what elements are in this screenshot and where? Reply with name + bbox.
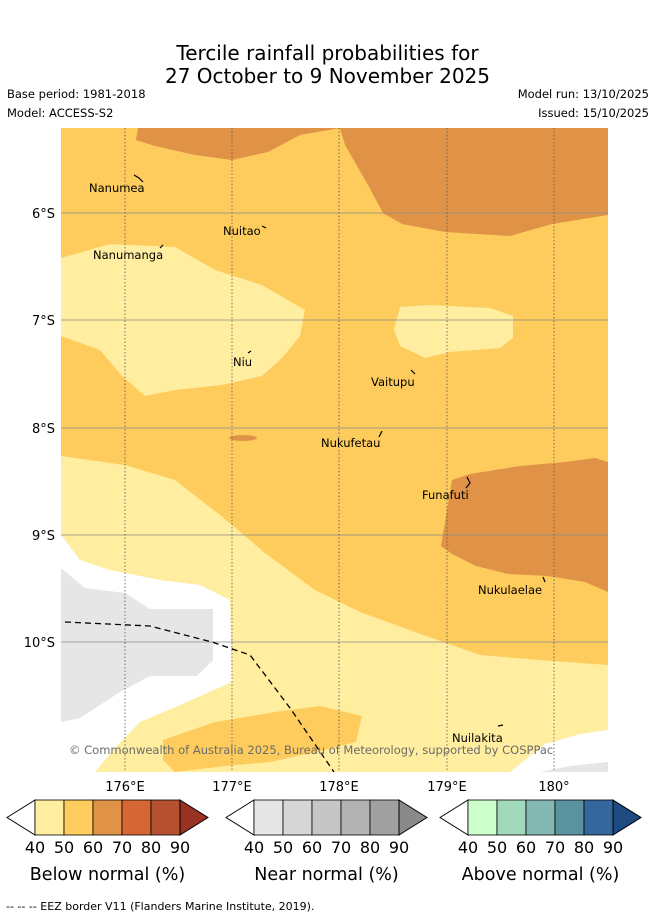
colorbar-1-segment bbox=[282, 799, 313, 836]
colorbar-1-tick-label: 40 bbox=[244, 838, 264, 857]
colorbar-2-segment bbox=[583, 799, 614, 836]
colorbar-2-segment bbox=[467, 799, 498, 836]
place-label-nuilakita: Nuilakita bbox=[452, 731, 503, 745]
colorbar-1-segment bbox=[340, 799, 371, 836]
colorbar-1-tick-label: 70 bbox=[331, 838, 351, 857]
eez-border-line bbox=[64, 621, 335, 772]
probability-field: Nanumea Nuitao Nanumanga Niu Vaitupu Nuk… bbox=[61, 128, 608, 772]
place-label-nanumanga: Nanumanga bbox=[93, 248, 163, 262]
below-40-50-east-blob bbox=[394, 305, 513, 358]
colorbar-1-tick-label: 80 bbox=[360, 838, 380, 857]
colorbar-1: 40 50 60 70 80 90 Near normal (%) bbox=[225, 799, 428, 885]
colorbar-0-under-triangle bbox=[6, 799, 36, 836]
near-40-50-sliver bbox=[540, 762, 608, 772]
island-vaitupu bbox=[410, 369, 416, 375]
lat-label-9s: 9°S bbox=[32, 529, 55, 544]
colorbar-1-over-triangle bbox=[398, 799, 428, 836]
place-label-nukulaelae: Nukulaelae bbox=[478, 583, 542, 597]
lon-label-176e: 176°E bbox=[105, 780, 145, 795]
island-nanumanga bbox=[159, 244, 164, 249]
colorbar-1-segment bbox=[311, 799, 342, 836]
colorbar-0-over-triangle bbox=[179, 799, 209, 836]
lat-axis-labels: 6°S 7°S 8°S 9°S 10°S bbox=[24, 207, 55, 651]
place-label-niu: Niu bbox=[233, 355, 252, 369]
colorbar-2-segment bbox=[525, 799, 556, 836]
colorbar-2-tick-label: 50 bbox=[487, 838, 507, 857]
colorbar-1-segment bbox=[253, 799, 284, 836]
eez-footnote: -- -- -- EEZ border V11 (Flanders Marine… bbox=[6, 900, 315, 913]
island-funafuti bbox=[465, 476, 471, 489]
colorbar-1-tick-label: 60 bbox=[302, 838, 322, 857]
lon-label-179e: 179°E bbox=[427, 780, 467, 795]
model-run: Model run: 13/10/2025 bbox=[517, 87, 649, 101]
colorbar-1-segment bbox=[369, 799, 400, 836]
island-nuitao bbox=[261, 225, 267, 229]
meridians bbox=[124, 128, 555, 772]
colorbar-1-tick-label: 50 bbox=[273, 838, 293, 857]
colorbar-1-tick-label: 90 bbox=[389, 838, 409, 857]
colorbar-0-segment bbox=[121, 799, 152, 836]
title-line-1: Tercile rainfall probabilities for bbox=[176, 41, 479, 65]
below-60-70-east bbox=[441, 458, 608, 592]
lon-label-180: 180° bbox=[538, 780, 569, 795]
colorbar-2: 40 50 60 70 80 90 Above normal (%) bbox=[439, 799, 642, 885]
colorbar-2-segment bbox=[554, 799, 585, 836]
lat-label-7s: 7°S bbox=[32, 314, 55, 329]
colorbar-0: 40 50 60 70 80 90 Below normal (%) bbox=[6, 799, 209, 885]
island-nanumea bbox=[133, 174, 144, 183]
colorbar-2-title: Above normal (%) bbox=[462, 865, 620, 885]
island-nukulaelae bbox=[542, 576, 546, 583]
colorbar-2-tick-label: 90 bbox=[603, 838, 623, 857]
place-label-nanumea: Nanumea bbox=[89, 181, 145, 195]
place-label-nuitao: Nuitao bbox=[223, 224, 261, 238]
colorbar-0-tick-label: 60 bbox=[83, 838, 103, 857]
colorbar-legends: 40 50 60 70 80 90 Below normal (%) 40 50 60 70 80 90… bbox=[6, 799, 642, 885]
place-label-vaitupu: Vaitupu bbox=[371, 375, 415, 389]
colorbar-0-segment bbox=[150, 799, 181, 836]
below-60-70-north bbox=[136, 128, 608, 236]
colorbar-2-over-triangle bbox=[612, 799, 642, 836]
copyright-notice: © Commonwealth of Australia 2025, Bureau… bbox=[69, 743, 553, 757]
colorbar-0-segment bbox=[63, 799, 94, 836]
colorbar-0-tick-label: 40 bbox=[25, 838, 45, 857]
island-nuilakita bbox=[497, 724, 504, 727]
lon-axis-labels: 176°E 177°E 178°E 179°E 180° bbox=[105, 780, 569, 795]
colorbar-2-segment bbox=[496, 799, 527, 836]
near-40-50-region bbox=[61, 568, 213, 722]
lat-label-10s: 10°S bbox=[24, 636, 55, 651]
lon-label-177e: 177°E bbox=[212, 780, 252, 795]
graticule bbox=[61, 212, 608, 643]
colorbar-2-tick-label: 70 bbox=[545, 838, 565, 857]
colorbar-2-tick-label: 60 bbox=[516, 838, 536, 857]
colorbar-0-tick-label: 90 bbox=[170, 838, 190, 857]
island-nukufetau bbox=[378, 430, 383, 438]
colorbar-2-under-triangle bbox=[439, 799, 469, 836]
model-name: Model: ACCESS-S2 bbox=[7, 106, 114, 120]
lat-label-8s: 8°S bbox=[32, 422, 55, 437]
colorbar-0-segment bbox=[92, 799, 123, 836]
colorbar-0-segment bbox=[34, 799, 65, 836]
base-period: Base period: 1981-2018 bbox=[7, 87, 146, 101]
island-niu bbox=[247, 350, 252, 354]
below-60-70-fleck bbox=[229, 435, 257, 441]
colorbar-0-tick-label: 50 bbox=[54, 838, 74, 857]
colorbar-2-tick-label: 40 bbox=[458, 838, 478, 857]
place-label-funafuti: Funafuti bbox=[422, 488, 469, 502]
colorbar-1-title: Near normal (%) bbox=[254, 865, 399, 885]
issued-date: Issued: 15/10/2025 bbox=[538, 106, 649, 120]
colorbar-0-tick-label: 70 bbox=[112, 838, 132, 857]
colorbar-2-tick-label: 80 bbox=[574, 838, 594, 857]
island-shapes bbox=[133, 174, 546, 727]
colorbar-0-tick-label: 80 bbox=[141, 838, 161, 857]
no-signal-southeast bbox=[510, 730, 608, 772]
lat-label-6s: 6°S bbox=[32, 207, 55, 222]
colorbar-1-under-triangle bbox=[225, 799, 255, 836]
lon-label-178e: 178°E bbox=[319, 780, 359, 795]
below-50-60-south-band bbox=[163, 706, 362, 772]
place-label-nukufetau: Nukufetau bbox=[321, 436, 380, 450]
colorbar-0-title: Below normal (%) bbox=[30, 865, 185, 885]
title-line-2: 27 October to 9 November 2025 bbox=[164, 64, 491, 88]
